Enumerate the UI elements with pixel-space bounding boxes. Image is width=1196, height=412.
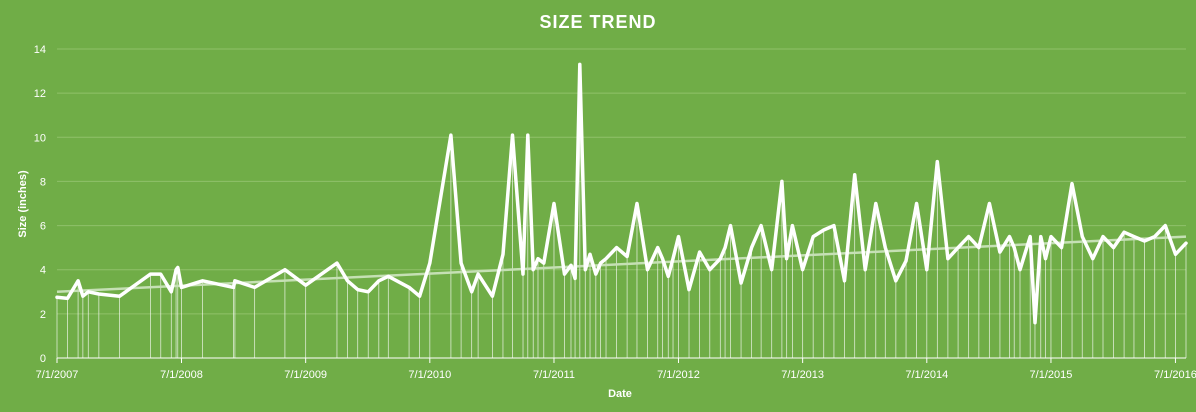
y-tick-label: 10 bbox=[34, 132, 46, 144]
x-axis-title: Date bbox=[608, 388, 632, 400]
x-tick-label: 7/1/2010 bbox=[408, 369, 451, 381]
trendline bbox=[56, 235, 1187, 294]
x-axis-ticks: 7/1/2007 7/1/2008 7/1/2009 7/1/2010 7/1/2011… bbox=[36, 358, 1196, 381]
x-tick-label: 7/1/2014 bbox=[905, 369, 948, 381]
y-axis-title: Size (inches) bbox=[17, 170, 29, 238]
x-tick-label: 7/1/2016 bbox=[1154, 369, 1196, 381]
y-tick-label: 8 bbox=[40, 176, 46, 188]
chart-title: SIZE TREND bbox=[539, 12, 656, 32]
y-tick-label: 6 bbox=[40, 221, 46, 233]
y-tick-label: 14 bbox=[34, 44, 46, 56]
y-tick-label: 4 bbox=[40, 265, 46, 277]
x-tick-label: 7/1/2007 bbox=[36, 369, 79, 381]
series-line bbox=[55, 62, 1188, 325]
y-tick-label: 0 bbox=[40, 353, 46, 365]
y-tick-label: 12 bbox=[34, 88, 46, 100]
x-tick-label: 7/1/2009 bbox=[284, 369, 327, 381]
gridlines bbox=[57, 48, 1186, 315]
x-tick-label: 7/1/2015 bbox=[1030, 369, 1073, 381]
x-tick-label: 7/1/2011 bbox=[533, 369, 575, 381]
y-tick-label: 2 bbox=[40, 309, 46, 321]
drop-lines bbox=[56, 64, 1187, 358]
x-tick-label: 7/1/2013 bbox=[781, 369, 824, 381]
x-tick-label: 7/1/2012 bbox=[657, 369, 700, 381]
y-axis-ticks: 0 2 4 6 8 10 12 14 bbox=[34, 44, 46, 365]
x-tick-label: 7/1/2008 bbox=[160, 369, 203, 381]
